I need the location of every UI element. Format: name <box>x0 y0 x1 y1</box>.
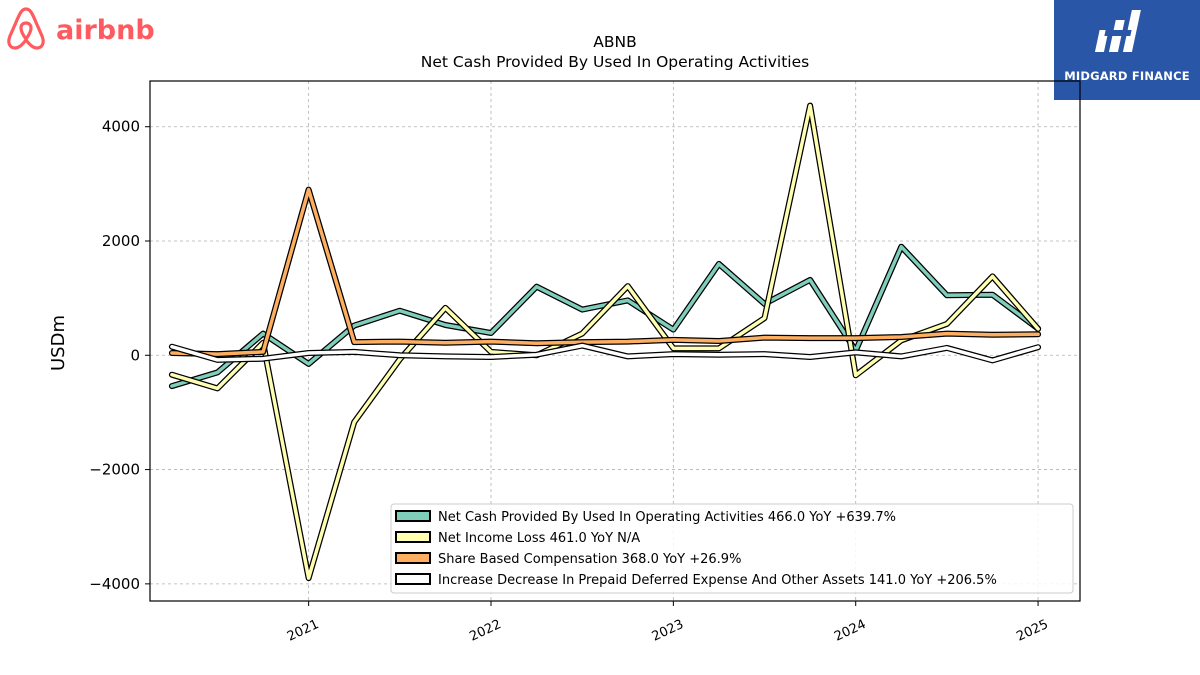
legend-entry: Net Cash Provided By Used In Operating A… <box>395 510 896 525</box>
series-line <box>170 244 1040 388</box>
airbnb-wordmark: airbnb <box>56 15 154 46</box>
legend: Net Cash Provided By Used In Operating A… <box>390 503 1074 594</box>
y-tick-label: −4000 <box>89 575 140 593</box>
series-lines <box>168 102 1042 582</box>
x-tick-label: 2021 <box>285 617 321 645</box>
legend-label: Net Cash Provided By Used In Operating A… <box>438 510 896 525</box>
legend-label: Share Based Compensation 368.0 YoY +26.9… <box>438 552 741 567</box>
series-line <box>170 343 1040 363</box>
x-tick-label: 2022 <box>467 617 503 645</box>
series-3 <box>168 186 1042 358</box>
series-line-outline <box>168 243 1042 390</box>
plot-frame <box>149 80 1081 602</box>
airbnb-belo-icon <box>7 7 45 50</box>
legend-label: Net Income Loss 461.0 YoY N/A <box>438 531 640 546</box>
legend-swatch <box>395 552 431 564</box>
legend-entry: Share Based Compensation 368.0 YoY +26.9… <box>395 552 741 567</box>
legend-label: Increase Decrease In Prepaid Deferred Ex… <box>438 573 997 588</box>
airbnb-logo: airbnb <box>4 4 155 52</box>
y-tick-label: 4000 <box>102 118 140 136</box>
x-tick-label: 2023 <box>650 617 686 645</box>
chart-subtitle: Net Cash Provided By Used In Operating A… <box>421 53 809 71</box>
x-tick-label: 2024 <box>832 617 868 645</box>
x-tick-label: 2025 <box>1014 617 1050 645</box>
y-tick-label: 2000 <box>102 232 140 250</box>
series-line <box>170 187 1040 356</box>
series-line <box>170 103 1040 580</box>
midgard-finance-logo: MIDGARD FINANCE <box>1054 0 1200 100</box>
y-axis-label: USDm <box>48 315 69 371</box>
chart-title: ABNB <box>593 33 636 51</box>
y-tick-label: −2000 <box>89 461 140 479</box>
legend-entry: Net Income Loss 461.0 YoY N/A <box>395 531 640 546</box>
legend-swatch <box>395 531 431 543</box>
series-1 <box>168 243 1042 390</box>
legend-box <box>390 503 1074 594</box>
legend-swatch <box>395 510 431 522</box>
legend-swatch <box>395 573 431 585</box>
series-4 <box>168 342 1042 364</box>
midgard-finance-wordmark: MIDGARD FINANCE <box>1064 69 1190 83</box>
y-tick-label: 0 <box>130 346 140 364</box>
midgard-emblem-icon <box>1094 10 1141 52</box>
legend-entry: Increase Decrease In Prepaid Deferred Ex… <box>395 573 997 588</box>
